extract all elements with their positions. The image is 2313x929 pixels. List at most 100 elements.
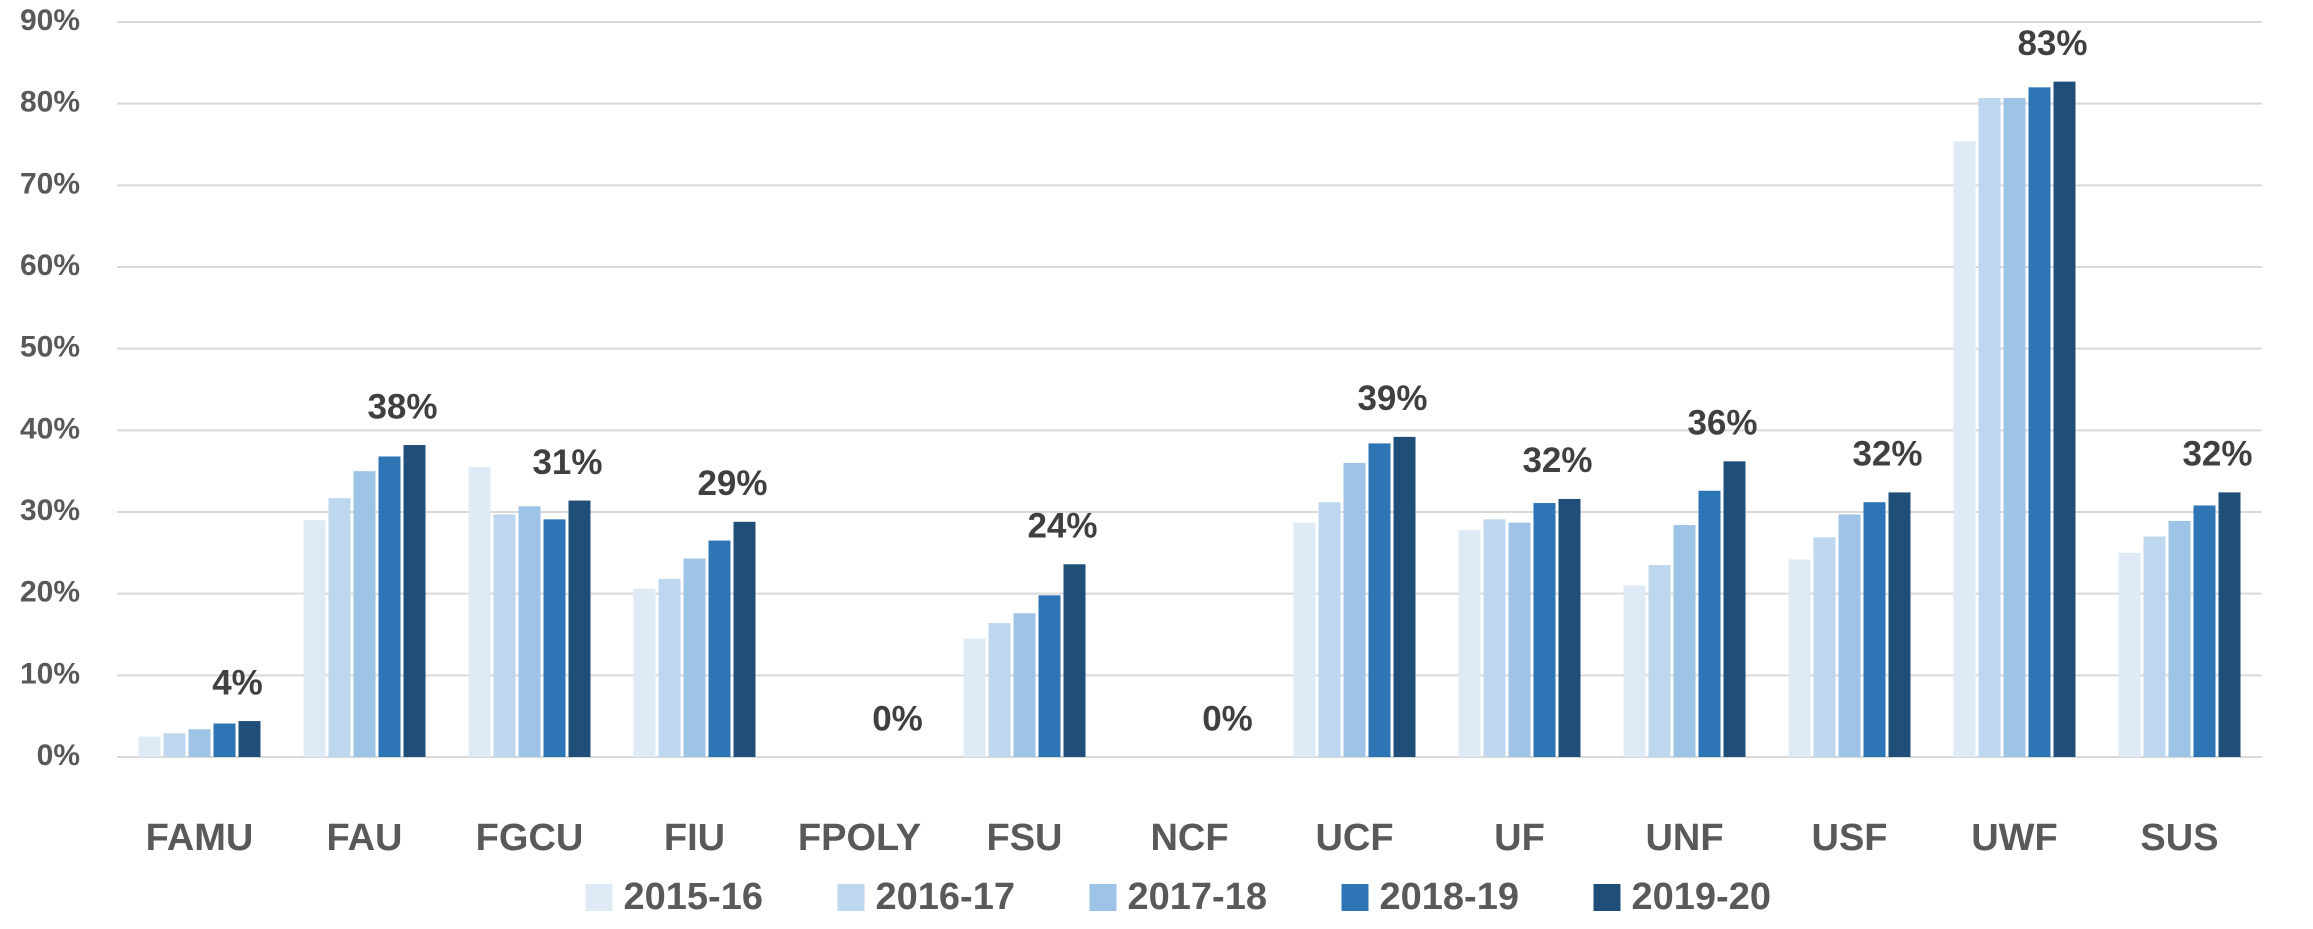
data-label: 0% bbox=[1202, 699, 1253, 738]
legend-swatch bbox=[1089, 884, 1117, 911]
bar bbox=[658, 578, 681, 757]
legend-label: 2018-19 bbox=[1380, 876, 1519, 918]
bar bbox=[1013, 613, 1036, 757]
legend-swatch bbox=[1341, 884, 1369, 911]
bar bbox=[163, 733, 186, 757]
y-tick-label: 10% bbox=[20, 657, 80, 690]
data-label: 4% bbox=[212, 663, 263, 702]
bar bbox=[138, 736, 161, 757]
y-tick-label: 40% bbox=[20, 412, 80, 445]
bar bbox=[708, 540, 731, 757]
bar bbox=[468, 467, 491, 757]
bar bbox=[1838, 514, 1861, 757]
data-label: 32% bbox=[1852, 435, 1922, 474]
bar bbox=[518, 506, 541, 757]
bar bbox=[1038, 595, 1061, 757]
x-tick-label: FGCU bbox=[476, 817, 584, 859]
bar bbox=[1368, 443, 1391, 757]
y-tick-label: 70% bbox=[20, 167, 80, 200]
legend-label: 2019-20 bbox=[1632, 876, 1771, 918]
bar bbox=[1533, 503, 1556, 757]
bar bbox=[568, 500, 591, 757]
bar bbox=[403, 445, 426, 757]
x-tick-label: UCF bbox=[1315, 817, 1393, 859]
x-tick-label: FAMU bbox=[146, 817, 254, 859]
x-tick-label: UNF bbox=[1645, 817, 1723, 859]
bar bbox=[2053, 81, 2076, 757]
data-label: 0% bbox=[872, 699, 923, 738]
bar bbox=[303, 520, 326, 757]
bar bbox=[1293, 522, 1316, 757]
legend-label: 2016-17 bbox=[876, 876, 1015, 918]
y-tick-label: 20% bbox=[20, 576, 80, 609]
data-label: 32% bbox=[1522, 441, 1592, 480]
bar bbox=[1723, 461, 1746, 757]
x-tick-label: USF bbox=[1812, 817, 1888, 859]
bar bbox=[963, 638, 986, 757]
legend-label: 2017-18 bbox=[1128, 876, 1267, 918]
bar bbox=[1978, 97, 2001, 757]
bar bbox=[1483, 519, 1506, 757]
bar bbox=[1508, 522, 1531, 757]
data-label: 36% bbox=[1687, 404, 1757, 443]
bar bbox=[1343, 463, 1366, 757]
bar bbox=[1788, 559, 1811, 757]
y-tick-label: 60% bbox=[20, 249, 80, 282]
data-label: 29% bbox=[697, 464, 767, 503]
x-tick-label: FAU bbox=[327, 817, 403, 859]
x-tick-label: NCF bbox=[1150, 817, 1228, 859]
bar bbox=[188, 729, 211, 757]
legend-swatch bbox=[585, 884, 613, 911]
x-tick-label: FSU bbox=[987, 817, 1063, 859]
x-tick-label: UWF bbox=[1971, 817, 2058, 859]
bar bbox=[633, 588, 656, 757]
y-tick-label: 0% bbox=[37, 739, 80, 772]
bar bbox=[378, 456, 401, 757]
bar bbox=[1698, 490, 1721, 757]
bar bbox=[1393, 436, 1416, 757]
bar bbox=[1558, 498, 1581, 757]
data-label: 32% bbox=[2182, 435, 2252, 474]
bar bbox=[2028, 87, 2051, 758]
bar bbox=[1648, 565, 1671, 757]
data-label: 83% bbox=[2017, 24, 2087, 63]
bar bbox=[2118, 552, 2141, 757]
bar bbox=[1888, 492, 1911, 757]
bar bbox=[493, 514, 516, 757]
bar bbox=[2143, 536, 2166, 757]
data-label: 24% bbox=[1027, 507, 1097, 546]
bar bbox=[1673, 525, 1696, 757]
bar bbox=[2168, 520, 2191, 757]
x-tick-label: FPOLY bbox=[798, 817, 921, 859]
bar bbox=[328, 498, 351, 757]
bar bbox=[1813, 537, 1836, 757]
bar bbox=[1953, 141, 1976, 757]
y-tick-label: 30% bbox=[20, 494, 80, 527]
bar bbox=[2193, 505, 2216, 757]
bar bbox=[2003, 97, 2026, 757]
data-label: 31% bbox=[532, 443, 602, 482]
bar bbox=[683, 558, 706, 757]
x-tick-label: UF bbox=[1494, 817, 1545, 859]
y-tick-label: 50% bbox=[20, 331, 80, 364]
legend-label: 2015-16 bbox=[624, 876, 763, 918]
bar bbox=[213, 723, 236, 757]
bar bbox=[543, 519, 566, 757]
bar bbox=[1458, 529, 1481, 757]
bar bbox=[238, 721, 261, 757]
y-tick-label: 80% bbox=[20, 86, 80, 119]
bar bbox=[988, 623, 1011, 757]
bar bbox=[1623, 585, 1646, 757]
legend-swatch bbox=[837, 884, 865, 911]
bar bbox=[2218, 492, 2241, 757]
bar bbox=[1063, 564, 1086, 757]
bar bbox=[1863, 502, 1886, 757]
bar bbox=[1318, 502, 1341, 757]
y-tick-label: 90% bbox=[20, 4, 80, 37]
x-tick-label: SUS bbox=[2140, 817, 2218, 859]
bar bbox=[353, 471, 376, 757]
legend-swatch bbox=[1593, 884, 1621, 911]
data-label: 39% bbox=[1357, 379, 1427, 418]
